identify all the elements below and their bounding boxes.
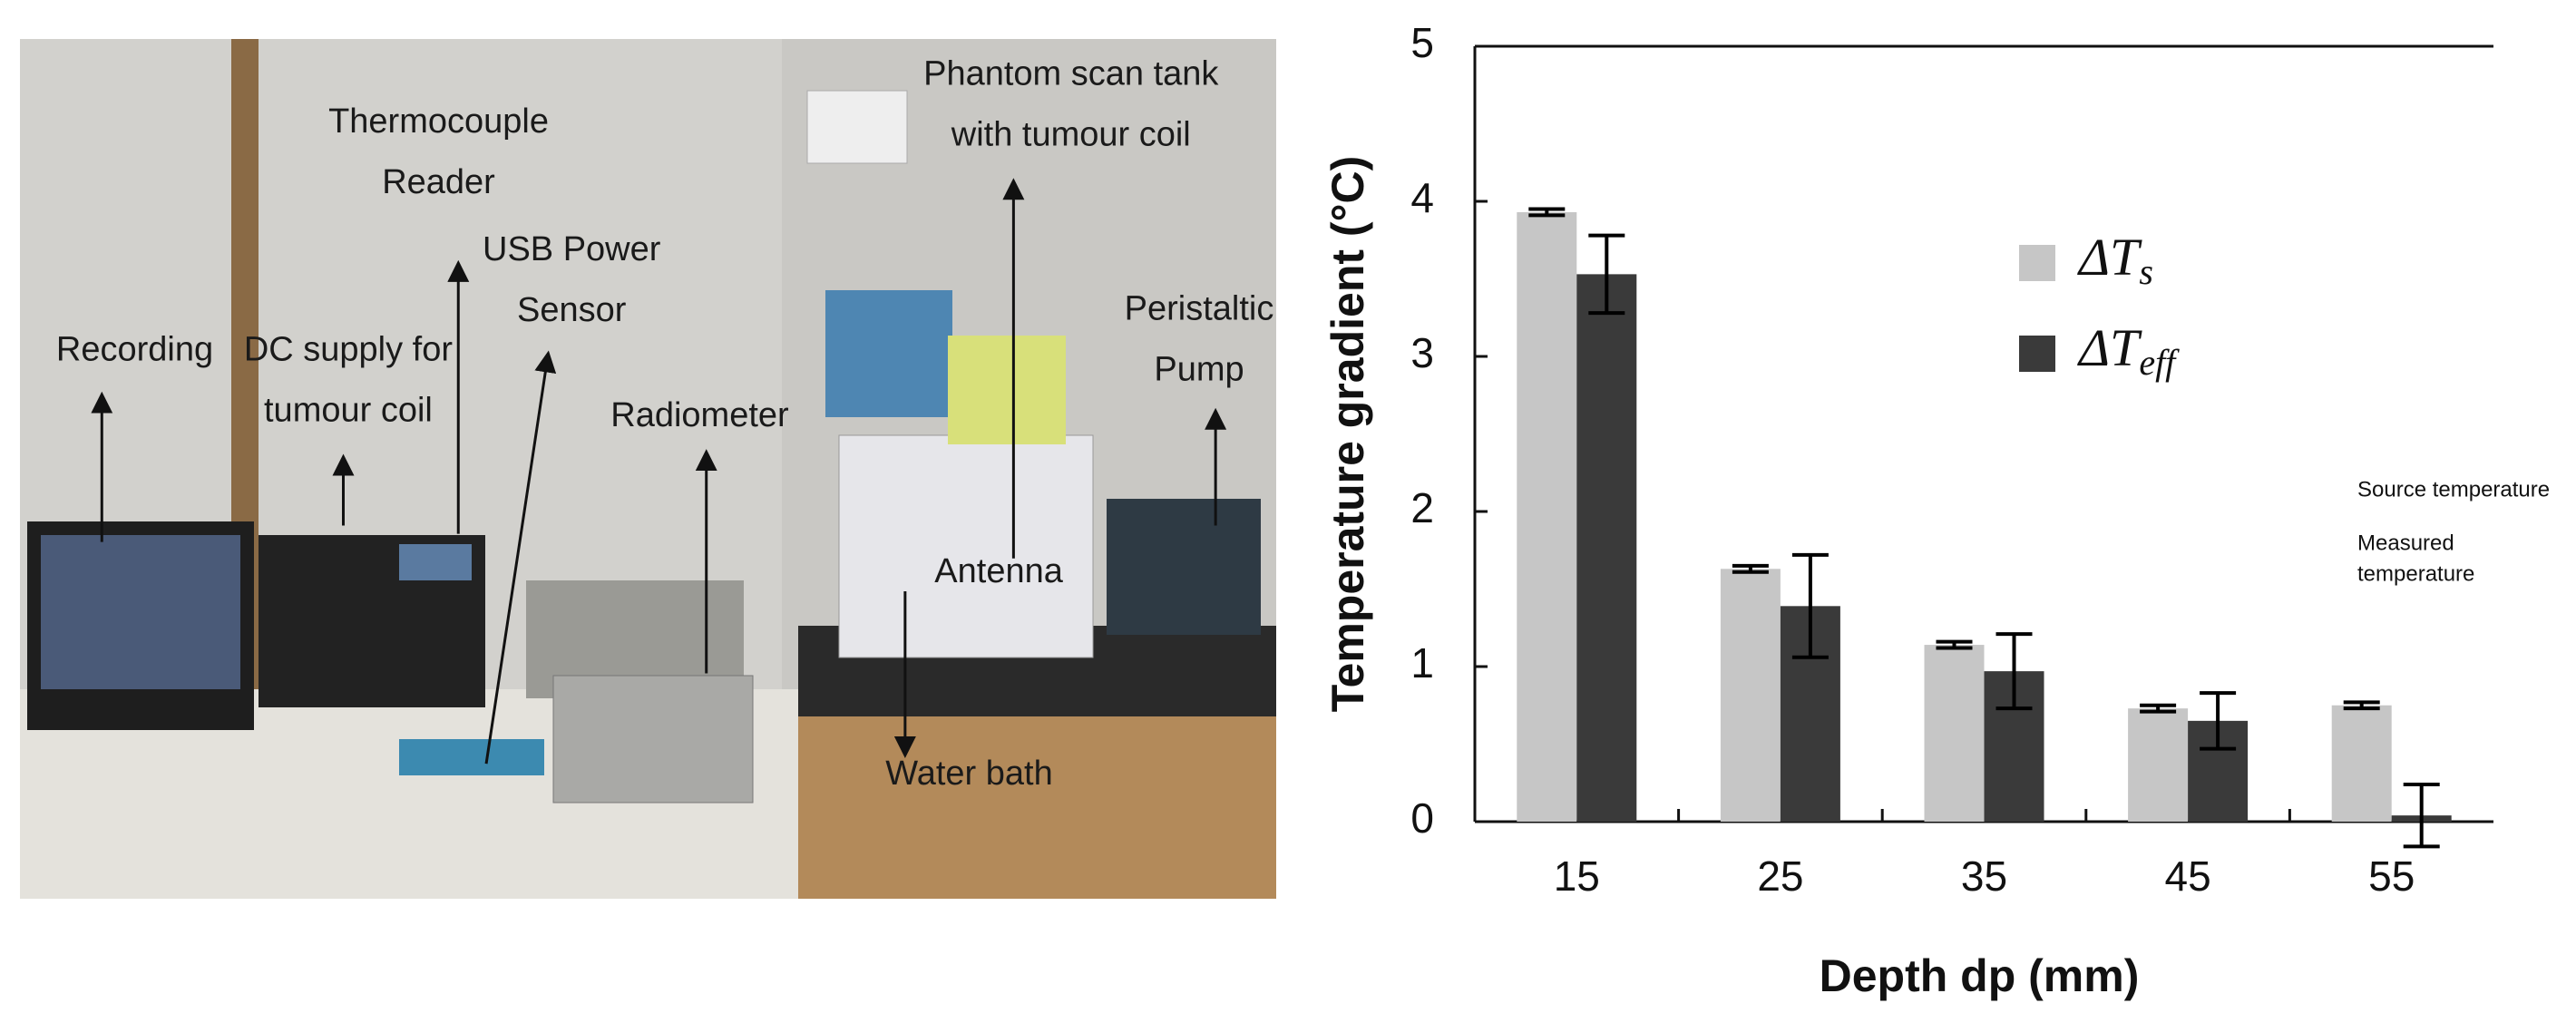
photo-tank [948, 336, 1066, 444]
photo-label: tumour coil [264, 392, 433, 430]
error-bar [2403, 782, 2440, 849]
x-axis-label: Depth dp (mm) [1820, 950, 2140, 1001]
error-bar [1732, 563, 1769, 574]
bar [2331, 705, 2392, 822]
x-tick-label: 35 [1961, 852, 2007, 900]
photo-label: Water bath [885, 755, 1052, 793]
error-bar [1528, 207, 1566, 218]
y-axis-label: Temperature gradient (°C) [1322, 156, 1373, 713]
bar [1720, 569, 1781, 822]
photo [20, 39, 1276, 899]
x-tick-label: 15 [1554, 852, 1600, 900]
bar [1517, 211, 1577, 823]
error-bar [2343, 700, 2380, 711]
photo-label: USB Power [483, 230, 661, 268]
x-tick-label: 55 [2368, 852, 2415, 900]
photo-label: Peristaltic [1125, 289, 1274, 327]
photo-arrow [484, 350, 557, 765]
bar [2128, 708, 2189, 822]
photo-label: Sensor [517, 291, 627, 329]
legend-label: ΔTeff [2077, 318, 2180, 383]
photo-power-sensor [399, 739, 544, 775]
photo-label: Antenna [934, 552, 1063, 590]
error-bar [1588, 233, 1625, 316]
photo-socket [806, 90, 908, 164]
bar [1924, 645, 1985, 822]
photo-label: with tumour coil [951, 115, 1191, 153]
legend-label: ΔTs [2077, 228, 2153, 292]
error-bar [1791, 552, 1829, 659]
bar [1576, 274, 1637, 822]
error-bar [2140, 703, 2177, 714]
y-tick-label: 5 [1410, 19, 1434, 66]
annotation: Source temperature [2357, 477, 2550, 502]
error-bar [1995, 632, 2033, 711]
photo-label: Pump [1154, 350, 1244, 388]
photo-label: Recording [56, 331, 213, 369]
x-tick-label: 45 [2165, 852, 2211, 900]
photo-pump [1107, 499, 1261, 635]
y-tick-label: 1 [1410, 639, 1434, 687]
photo-label: Radiometer [610, 396, 789, 434]
error-bar [1936, 639, 1973, 650]
photo-label: Phantom scan tank [923, 54, 1219, 93]
y-tick-label: 2 [1410, 484, 1434, 531]
photo-reader [399, 544, 472, 580]
photo-controller [825, 290, 952, 417]
legend-swatch [2019, 336, 2055, 372]
photo-label: DC supply for [244, 331, 454, 369]
photo-water-bath [838, 434, 1094, 658]
legend-swatch [2019, 245, 2055, 281]
x-tick-label: 25 [1757, 852, 1803, 900]
photo-screen [41, 535, 240, 689]
annotation: temperature [2357, 561, 2474, 586]
y-tick-label: 3 [1410, 329, 1434, 376]
y-tick-label: 0 [1410, 794, 1434, 842]
photo-label: Reader [382, 163, 495, 201]
photo-radiometer [552, 675, 754, 804]
y-tick-label: 4 [1410, 174, 1434, 221]
annotation: Measured [2357, 531, 2454, 555]
error-bar [2200, 691, 2237, 751]
photo-label: Thermocouple [328, 102, 549, 141]
